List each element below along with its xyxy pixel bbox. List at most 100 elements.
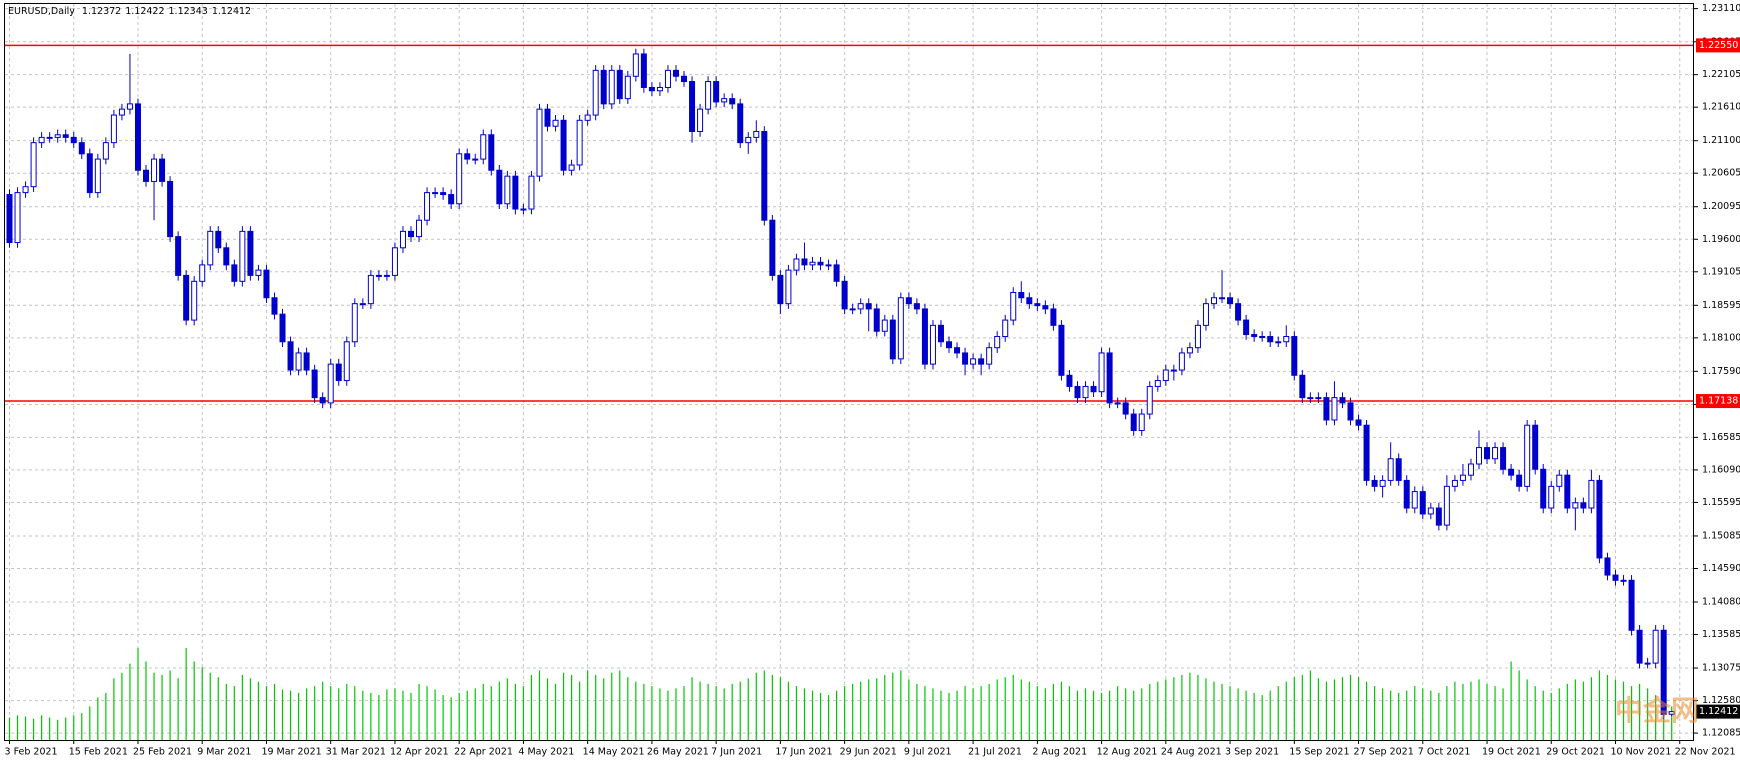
candle-body (1660, 629, 1667, 715)
candle-body (416, 219, 423, 238)
candle-body (1058, 324, 1065, 376)
candle-body (1227, 297, 1234, 305)
y-tick-label: 1.19600 (1702, 234, 1740, 245)
x-tick-label: 7 Jun 2021 (711, 747, 762, 758)
candle-body (319, 397, 326, 404)
candle-body (6, 194, 13, 244)
close-value: 1.12412 (212, 6, 251, 17)
x-tick-label: 17 Jun 2021 (775, 747, 832, 758)
candle-body (1500, 447, 1507, 470)
y-tick-label: 1.21100 (1702, 135, 1740, 146)
candle-body (1026, 297, 1033, 305)
candle-body (1347, 402, 1354, 421)
x-tick-label: 9 Jul 2021 (904, 747, 952, 758)
candle-body (432, 192, 439, 195)
candle-body (632, 53, 639, 77)
candle-body (1524, 424, 1531, 487)
candle-body (1435, 507, 1442, 526)
candle-body (134, 103, 141, 171)
candle-body (1299, 374, 1306, 399)
x-tick-label: 15 Feb 2021 (69, 747, 128, 758)
candle-body (978, 358, 985, 365)
y-tick-label: 1.15085 (1702, 530, 1740, 541)
x-tick-label: 22 Nov 2021 (1675, 747, 1736, 758)
candle-body (576, 119, 583, 166)
candle-body (1170, 369, 1177, 372)
candle-body (1331, 397, 1338, 421)
candle-body (1283, 336, 1290, 343)
candle-body (560, 119, 567, 171)
watermark: 中金网 (1615, 694, 1699, 727)
candle-body (1379, 479, 1386, 487)
candle-body (271, 297, 278, 315)
candle-body (263, 269, 270, 299)
candle-body (1243, 319, 1250, 336)
x-tick-label: 12 Apr 2021 (390, 747, 449, 758)
candle-body (70, 136, 77, 144)
candle-body (1066, 374, 1073, 387)
candle-body (464, 153, 471, 160)
level-label: 1.22550 (1699, 40, 1738, 51)
candle-body (1532, 424, 1539, 470)
candle-body (616, 69, 623, 100)
x-tick-label: 2 Aug 2021 (1032, 747, 1087, 758)
candle-body (375, 274, 382, 277)
candle-body (520, 208, 527, 211)
candle-body (247, 230, 254, 276)
candle-body (1508, 468, 1515, 476)
y-tick-label: 1.18100 (1702, 332, 1740, 343)
candle-body (1636, 629, 1643, 664)
candle-body (207, 230, 214, 266)
candle-body (648, 86, 655, 92)
price-label-box (1696, 704, 1740, 719)
candle-body (448, 194, 455, 205)
candle-body (440, 192, 447, 196)
candle-body (1516, 474, 1523, 487)
candle-body (986, 347, 993, 365)
candle-body (424, 192, 431, 221)
candle-body (1219, 297, 1226, 300)
candle-body (512, 175, 519, 210)
candle-body (849, 308, 856, 311)
candle-body (456, 153, 463, 205)
candle-body (311, 369, 318, 399)
candle-body (954, 347, 961, 354)
candle-body (1387, 458, 1394, 481)
candle-body (1492, 447, 1499, 460)
candle-body (1178, 352, 1185, 371)
x-tick-label: 19 Mar 2021 (261, 747, 321, 758)
candle-body (946, 341, 953, 349)
x-tick-label: 22 Apr 2021 (454, 747, 513, 758)
candle-body (1275, 341, 1282, 344)
candle-body (857, 303, 864, 310)
candle-body (624, 75, 631, 100)
candle-body (383, 274, 390, 277)
candle-body (1291, 336, 1298, 376)
candle-body (1548, 485, 1555, 509)
y-tick-label: 1.12085 (1702, 728, 1740, 739)
candle-body (30, 142, 37, 188)
candle-body (905, 297, 912, 305)
y-tick-label: 1.20605 (1702, 168, 1740, 179)
candle-body (881, 319, 888, 332)
candle-body (536, 108, 543, 177)
axes: 1.231101.226051.221051.216101.211001.206… (5, 3, 1740, 758)
candle-body (223, 247, 230, 266)
candle-body (897, 297, 904, 360)
candle-body (303, 352, 310, 371)
header: EURUSD,Daily 1.12372 1.12422 1.12343 1.12412 (8, 6, 251, 17)
y-tick-label: 1.17590 (1702, 366, 1740, 377)
candle-body (592, 69, 599, 116)
candle-body (745, 136, 752, 144)
candle-body (78, 142, 85, 155)
candle-body (1202, 303, 1209, 326)
candle-body (1668, 711, 1675, 715)
candle-body (1114, 402, 1121, 405)
candle-body (1644, 662, 1651, 665)
candle-body (1556, 474, 1563, 487)
candle-body (793, 258, 800, 271)
candle-body (713, 81, 720, 103)
level-label-box (1696, 38, 1740, 53)
candle-body (488, 134, 495, 171)
candle-body (255, 269, 262, 276)
